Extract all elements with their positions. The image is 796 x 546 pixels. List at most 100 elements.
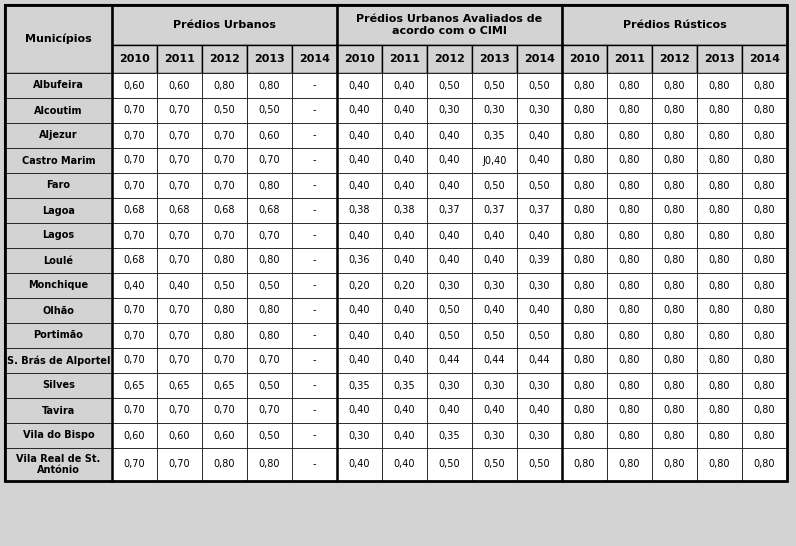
Text: 0,70: 0,70 (123, 460, 146, 470)
Text: 0,80: 0,80 (259, 80, 280, 91)
Bar (337, 98, 382, 123)
Bar (472, 148, 517, 173)
Bar (5, 398, 112, 423)
Bar (247, 373, 292, 398)
Text: 0,80: 0,80 (664, 181, 685, 191)
Text: 0,40: 0,40 (394, 355, 416, 365)
Bar (742, 45, 787, 73)
Bar (697, 123, 742, 148)
Text: 0,80: 0,80 (754, 330, 775, 341)
Text: 0,80: 0,80 (664, 80, 685, 91)
Text: 0,80: 0,80 (754, 281, 775, 290)
Bar (382, 348, 427, 373)
Text: 0,70: 0,70 (213, 355, 236, 365)
Text: 0,50: 0,50 (439, 80, 460, 91)
Text: 0,70: 0,70 (169, 306, 190, 316)
Text: 0,80: 0,80 (708, 105, 730, 116)
Text: 0,40: 0,40 (529, 230, 550, 240)
Text: 0,80: 0,80 (618, 355, 640, 365)
Bar (112, 223, 157, 248)
Bar (5, 248, 112, 273)
Text: 0,35: 0,35 (439, 430, 460, 441)
Bar (427, 448, 472, 481)
Text: 0,80: 0,80 (708, 355, 730, 365)
Bar (517, 373, 562, 398)
Text: 0,80: 0,80 (664, 130, 685, 140)
Text: 2010: 2010 (569, 54, 600, 64)
Bar (562, 45, 607, 73)
Bar (427, 148, 472, 173)
Bar (472, 373, 517, 398)
Text: 0,80: 0,80 (708, 430, 730, 441)
Bar (292, 273, 337, 298)
Text: 0,50: 0,50 (213, 105, 236, 116)
Text: 0,40: 0,40 (439, 230, 460, 240)
Text: 0,80: 0,80 (574, 330, 595, 341)
Bar (5, 373, 112, 398)
Bar (157, 173, 202, 198)
Text: 0,80: 0,80 (708, 156, 730, 165)
Text: 0,30: 0,30 (529, 281, 550, 290)
Bar (292, 73, 337, 98)
Bar (5, 448, 112, 481)
Bar (472, 323, 517, 348)
Text: 0,80: 0,80 (754, 306, 775, 316)
Bar (742, 223, 787, 248)
Text: -: - (313, 230, 316, 240)
Bar (382, 398, 427, 423)
Text: 0,68: 0,68 (259, 205, 280, 216)
Bar (652, 98, 697, 123)
Bar (697, 273, 742, 298)
Text: 0,80: 0,80 (664, 156, 685, 165)
Text: 0,80: 0,80 (754, 355, 775, 365)
Bar (382, 123, 427, 148)
Text: 2012: 2012 (659, 54, 690, 64)
Text: 0,80: 0,80 (214, 330, 236, 341)
Text: 0,40: 0,40 (394, 230, 416, 240)
Bar (472, 298, 517, 323)
Text: Tavira: Tavira (42, 406, 75, 416)
Text: 0,80: 0,80 (664, 306, 685, 316)
Bar (157, 223, 202, 248)
Bar (202, 73, 247, 98)
Bar (517, 198, 562, 223)
Bar (112, 348, 157, 373)
Text: 0,50: 0,50 (259, 105, 280, 116)
Bar (382, 148, 427, 173)
Bar (157, 373, 202, 398)
Text: -: - (313, 181, 316, 191)
Text: 0,80: 0,80 (259, 460, 280, 470)
Bar (112, 248, 157, 273)
Bar (382, 73, 427, 98)
Bar (202, 123, 247, 148)
Bar (697, 423, 742, 448)
Text: 0,50: 0,50 (259, 381, 280, 390)
Bar (472, 198, 517, 223)
Bar (652, 273, 697, 298)
Text: 0,40: 0,40 (394, 460, 416, 470)
Bar (697, 73, 742, 98)
Bar (517, 298, 562, 323)
Bar (562, 198, 607, 223)
Text: 0,80: 0,80 (708, 130, 730, 140)
Text: 2013: 2013 (254, 54, 285, 64)
Bar (292, 223, 337, 248)
Text: 0,30: 0,30 (484, 105, 505, 116)
Bar (517, 148, 562, 173)
Bar (607, 348, 652, 373)
Bar (607, 223, 652, 248)
Text: -: - (313, 130, 316, 140)
Text: 0,30: 0,30 (484, 430, 505, 441)
Bar (562, 5, 787, 45)
Bar (472, 45, 517, 73)
Bar (202, 273, 247, 298)
Text: 0,35: 0,35 (349, 381, 370, 390)
Text: 0,50: 0,50 (259, 281, 280, 290)
Text: Vila do Bispo: Vila do Bispo (23, 430, 94, 441)
Bar (742, 98, 787, 123)
Bar (517, 173, 562, 198)
Bar (5, 173, 112, 198)
Bar (112, 173, 157, 198)
Bar (562, 273, 607, 298)
Text: 0,65: 0,65 (213, 381, 236, 390)
